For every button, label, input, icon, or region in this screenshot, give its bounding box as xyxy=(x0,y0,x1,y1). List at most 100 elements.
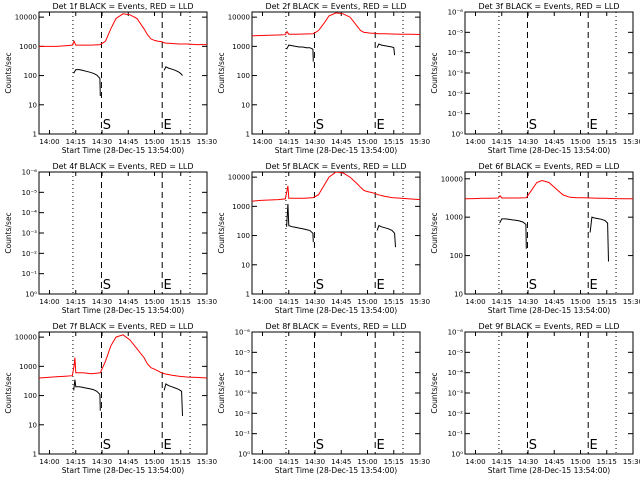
y-tick-label: 10⁻⁶ xyxy=(448,329,464,337)
x-tick-label: 15:30 xyxy=(410,298,430,306)
marker-label-s: S xyxy=(316,118,324,133)
x-axis-label: Start Time (28-Dec-15 13:54:00) xyxy=(488,306,610,315)
marker-label-e: E xyxy=(590,278,598,293)
y-tick-label: 10⁻⁵ xyxy=(235,349,251,357)
y-tick-label: 10 xyxy=(28,421,37,429)
x-tick-label: 15:15 xyxy=(171,138,191,146)
x-tick-label: 14:00 xyxy=(465,298,485,306)
lld-series-line xyxy=(252,172,420,202)
x-tick-label: 15:15 xyxy=(384,298,404,306)
y-tick-label: 1000 xyxy=(19,43,37,51)
detector-panel-7: Det 7f BLACK = Events, RED = LLD 14:00 14:… xyxy=(4,322,217,475)
x-tick-label: 14:45 xyxy=(118,458,138,466)
x-tick-label: 15:30 xyxy=(410,138,430,146)
x-tick-label: 15:30 xyxy=(410,458,430,466)
x-tick-label: 14:15 xyxy=(66,458,86,466)
y-tick-label: 10⁻² xyxy=(448,410,464,418)
y-tick-label: 10⁻⁴ xyxy=(235,369,251,377)
y-tick-label: 10 xyxy=(241,261,250,269)
x-tick-label: 14:30 xyxy=(92,138,112,146)
x-axis-label: Start Time (28-Dec-15 13:54:00) xyxy=(275,466,397,475)
y-tick-label: 10⁻⁴ xyxy=(448,49,464,57)
x-tick-label: 15:30 xyxy=(197,298,217,306)
y-axis-label: Counts/sec xyxy=(430,212,439,253)
y-tick-label: 10⁻⁵ xyxy=(448,349,464,357)
y-tick-label: 10 xyxy=(28,101,37,109)
lld-series-line xyxy=(465,179,633,200)
plot-frame xyxy=(251,11,421,135)
plot-frame xyxy=(38,11,208,135)
y-tick-label: 10⁻⁶ xyxy=(235,329,251,337)
detector-panel-9: Det 9f BLACK = Events, RED = LLD 14:00 14:… xyxy=(430,322,640,475)
y-tick-label: 100 xyxy=(24,72,37,80)
x-tick-label: 15:00 xyxy=(144,458,164,466)
x-tick-label: 14:45 xyxy=(544,458,564,466)
marker-label-s: S xyxy=(529,278,537,293)
panel-title: Det 1f BLACK = Events, RED = LLD xyxy=(52,2,193,11)
y-tick-label: 1 xyxy=(33,131,37,139)
y-axis-label: Counts/sec xyxy=(430,372,439,413)
y-tick-label: 100 xyxy=(450,252,463,260)
x-tick-label: 15:00 xyxy=(570,458,590,466)
plot-frame xyxy=(38,331,208,455)
y-tick-label: 10⁰ xyxy=(451,131,463,139)
x-tick-label: 14:30 xyxy=(92,298,112,306)
plot-frame xyxy=(464,171,634,295)
x-tick-label: 15:15 xyxy=(597,298,617,306)
x-axis-label: Start Time (28-Dec-15 13:54:00) xyxy=(275,146,397,155)
marker-label-s: S xyxy=(529,118,537,133)
detector-panel-4: Det 4f BLACK = Events, RED = LLD 14:00 14:… xyxy=(4,162,217,315)
marker-label-e: E xyxy=(377,118,385,133)
y-tick-label: 10000 xyxy=(15,334,37,342)
y-axis-label: Counts/sec xyxy=(217,212,226,253)
y-tick-label: 1 xyxy=(246,131,250,139)
detector-panel-1: Det 1f BLACK = Events, RED = LLD 14:00 14:… xyxy=(4,2,217,155)
y-tick-label: 10⁻⁴ xyxy=(448,369,464,377)
detector-panel-6: Det 6f BLACK = Events, RED = LLD 14:00 14:… xyxy=(430,162,640,315)
y-tick-label: 10⁻³ xyxy=(235,390,251,398)
x-tick-label: 14:45 xyxy=(118,298,138,306)
x-tick-label: 15:00 xyxy=(144,298,164,306)
x-tick-label: 14:00 xyxy=(39,298,59,306)
x-tick-label: 15:00 xyxy=(144,138,164,146)
marker-label-e: E xyxy=(164,118,172,133)
x-tick-label: 14:15 xyxy=(492,458,512,466)
y-axis-label: Counts/sec xyxy=(4,372,13,413)
events-series-line xyxy=(73,379,101,411)
marker-label-e: E xyxy=(377,278,385,293)
x-tick-label: 15:30 xyxy=(623,458,640,466)
events-series-line xyxy=(73,69,101,97)
x-tick-label: 14:45 xyxy=(544,138,564,146)
x-tick-label: 15:15 xyxy=(597,458,617,466)
x-tick-label: 14:30 xyxy=(518,138,538,146)
panel-title: Det 8f BLACK = Events, RED = LLD xyxy=(265,322,406,331)
x-tick-label: 14:30 xyxy=(92,458,112,466)
x-tick-label: 15:15 xyxy=(384,138,404,146)
plot-frame xyxy=(464,331,634,455)
marker-label-s: S xyxy=(316,438,324,453)
y-tick-label: 10⁻⁶ xyxy=(22,169,38,177)
x-tick-label: 15:15 xyxy=(171,458,191,466)
x-tick-label: 14:00 xyxy=(252,298,272,306)
x-axis-label: Start Time (28-Dec-15 13:54:00) xyxy=(488,146,610,155)
y-tick-label: 10 xyxy=(454,291,463,299)
x-tick-label: 15:00 xyxy=(357,458,377,466)
events-series-line xyxy=(589,216,609,262)
y-tick-label: 10⁻² xyxy=(22,250,38,258)
x-tick-label: 14:45 xyxy=(331,298,351,306)
y-tick-label: 1000 xyxy=(445,214,463,222)
y-tick-label: 10⁰ xyxy=(451,451,463,459)
x-tick-label: 14:30 xyxy=(305,138,325,146)
x-tick-label: 14:15 xyxy=(492,298,512,306)
marker-label-e: E xyxy=(164,278,172,293)
detector-panel-8: Det 8f BLACK = Events, RED = LLD 14:00 14:… xyxy=(217,322,430,475)
y-tick-label: 1000 xyxy=(19,363,37,371)
events-series-line xyxy=(286,203,314,243)
y-tick-label: 10⁻² xyxy=(235,410,251,418)
y-axis-label: Counts/sec xyxy=(217,52,226,93)
x-tick-label: 15:30 xyxy=(623,298,640,306)
y-tick-label: 10⁰ xyxy=(238,451,250,459)
y-tick-label: 10000 xyxy=(228,14,250,22)
